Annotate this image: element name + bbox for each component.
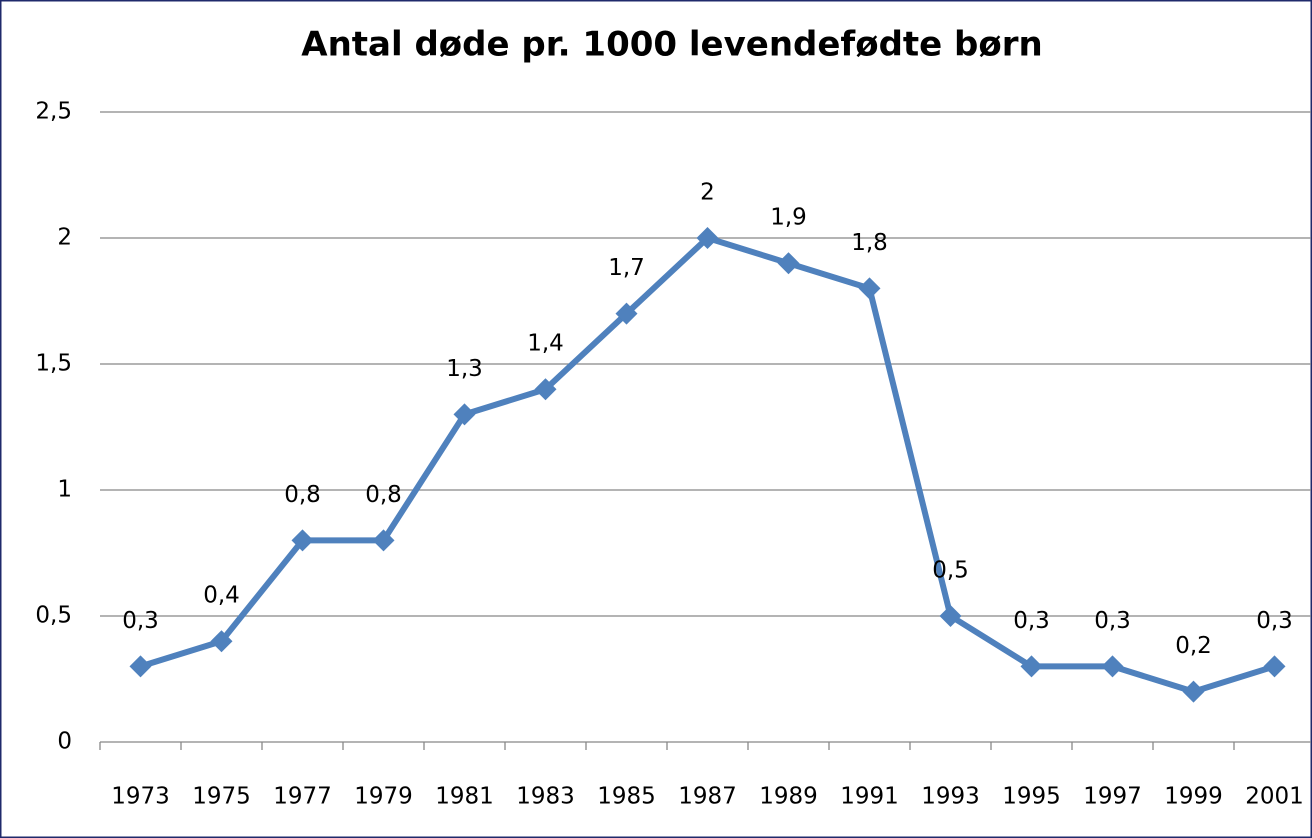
x-tick-label: 1985 xyxy=(597,784,656,810)
x-tick-label: 1993 xyxy=(921,784,980,810)
data-label: 1,8 xyxy=(851,230,888,256)
data-label: 0,8 xyxy=(284,482,321,508)
data-label: 1,3 xyxy=(446,356,483,382)
x-tick-label: 1977 xyxy=(273,784,332,810)
data-label: 0,5 xyxy=(932,558,969,584)
data-label: 0,3 xyxy=(1013,608,1050,634)
point-marker xyxy=(210,630,233,653)
point-marker xyxy=(939,605,962,627)
data-label: 1,9 xyxy=(770,205,807,231)
data-label: 0,2 xyxy=(1175,633,1212,659)
data-label: 0,3 xyxy=(1256,608,1293,634)
point-marker xyxy=(1182,680,1205,703)
x-tick-label: 1999 xyxy=(1164,784,1223,810)
x-tick-label: 1991 xyxy=(840,784,899,810)
x-tick-label: 1981 xyxy=(435,784,494,810)
point-marker xyxy=(615,302,638,325)
y-tick-label: 0 xyxy=(57,729,72,755)
chart-title: Antal døde pr. 1000 levendefødte børn xyxy=(301,25,1042,65)
point-marker xyxy=(1020,655,1043,678)
point-marker xyxy=(534,378,557,401)
y-tick-label: 2 xyxy=(57,225,72,251)
point-marker xyxy=(453,403,476,426)
point-marker xyxy=(858,277,881,300)
x-tick-label: 1989 xyxy=(759,784,818,810)
x-tick-label: 1983 xyxy=(516,784,575,810)
point-marker xyxy=(372,529,395,552)
x-tick-label: 1995 xyxy=(1002,784,1061,810)
data-label: 0,8 xyxy=(365,482,402,508)
x-tick-label: 1973 xyxy=(111,784,170,810)
y-tick-label: 1,5 xyxy=(35,351,72,377)
point-marker xyxy=(696,227,719,249)
x-tick-label: 1975 xyxy=(192,784,251,810)
x-tick-label: 1987 xyxy=(678,784,737,810)
data-label: 0,4 xyxy=(203,583,240,609)
point-marker xyxy=(1263,655,1286,678)
y-tick-label: 0,5 xyxy=(35,603,72,629)
data-label: 0,3 xyxy=(122,608,159,634)
data-label: 2 xyxy=(700,180,715,206)
point-marker xyxy=(129,655,152,678)
point-marker xyxy=(291,529,314,552)
point-marker xyxy=(1101,655,1124,678)
data-label: 1,4 xyxy=(527,331,564,357)
data-label: 1,7 xyxy=(608,255,645,281)
y-tick-label: 1 xyxy=(57,477,72,503)
point-marker xyxy=(777,252,800,275)
x-tick-label: 1979 xyxy=(354,784,413,810)
x-tick-label: 1997 xyxy=(1083,784,1142,810)
data-label: 0,3 xyxy=(1094,608,1131,634)
x-tick-label: 2001 xyxy=(1245,784,1304,810)
y-tick-label: 2,5 xyxy=(35,99,72,125)
